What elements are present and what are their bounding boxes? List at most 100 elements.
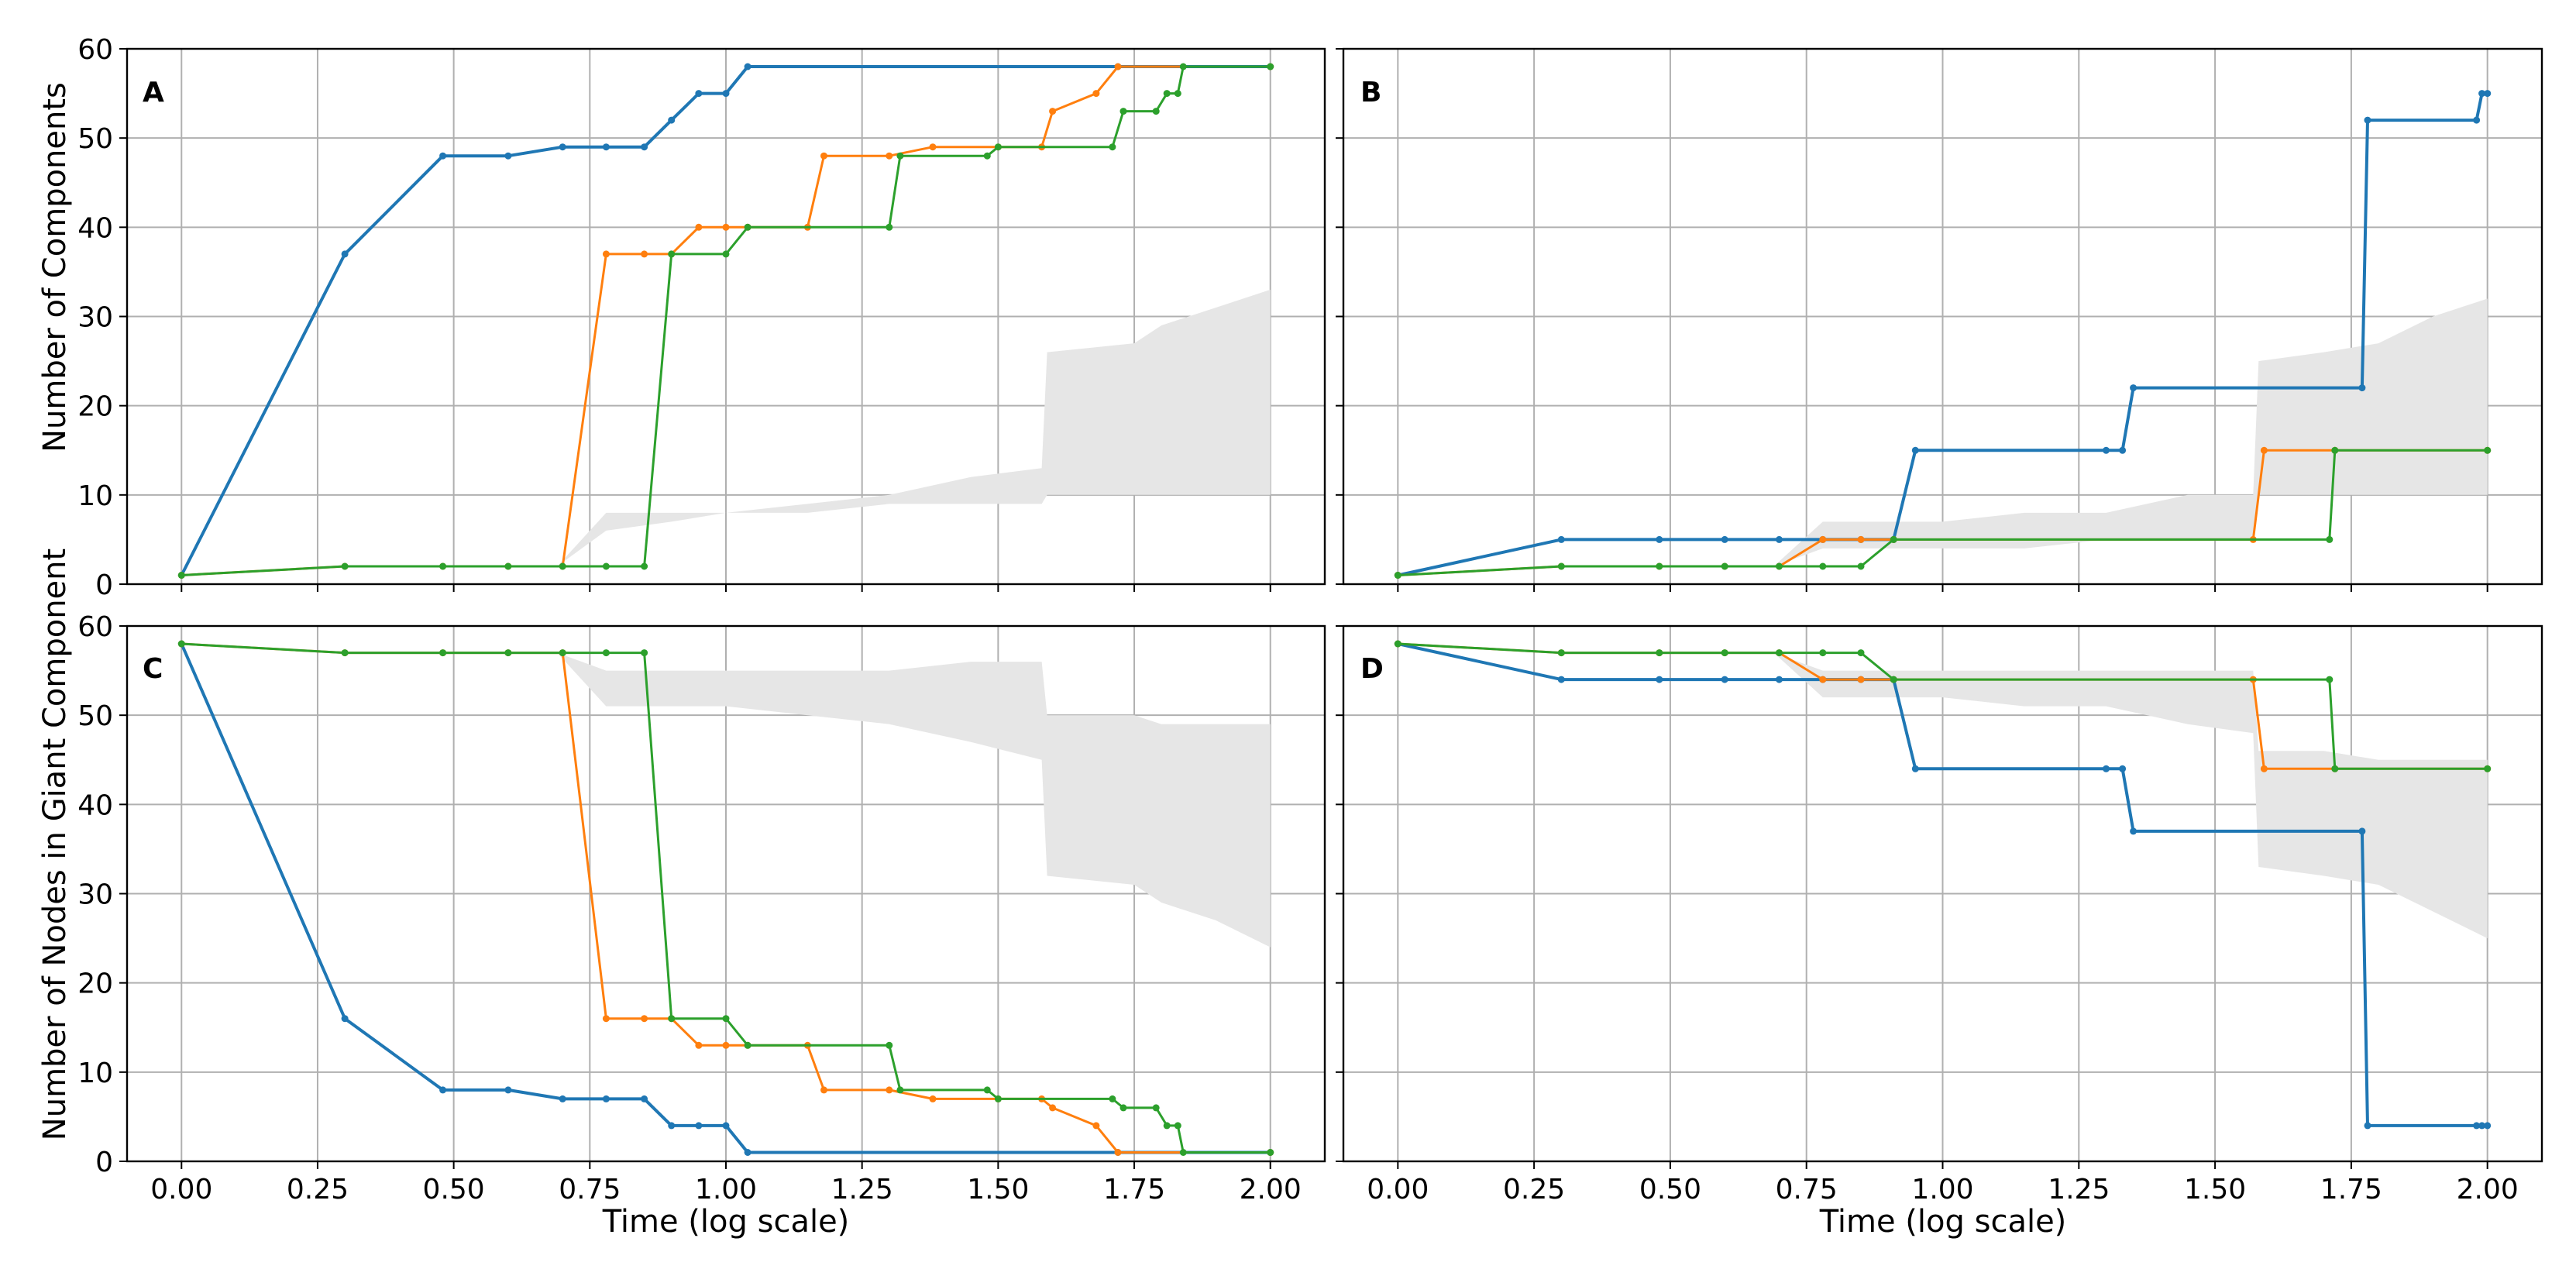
- panel-d-series-1-point: [2364, 1122, 2371, 1130]
- panel-a-series-3-point: [983, 152, 991, 160]
- panel-b-series-1-point: [1656, 535, 1663, 543]
- panel-b-series-1-point: [2484, 90, 2492, 98]
- panel-a-series-1-point: [641, 143, 648, 151]
- panel-a-series-1-point: [668, 116, 676, 124]
- panel-b-series-3-point: [1857, 562, 1865, 570]
- panel-c-xtick-label: 1.75: [1103, 1174, 1165, 1205]
- panel-a-series-3-point: [1109, 143, 1116, 151]
- panel-b-series-1-point: [2130, 384, 2137, 392]
- panel-c-series-2-point: [602, 1015, 610, 1023]
- panel-a-series-3-point: [1179, 63, 1187, 71]
- panel-d-series-1-point: [1911, 765, 1919, 772]
- panel-a-series-3-point: [886, 223, 893, 231]
- panel-d-label: D: [1360, 653, 1384, 685]
- panel-d-series-3-point: [1857, 649, 1865, 657]
- panel-c-series-2-point: [1049, 1104, 1057, 1112]
- panel-b: B: [1336, 47, 2543, 592]
- panel-a-series-3-point: [504, 562, 512, 570]
- panel-d-series-2-point: [1819, 676, 1827, 683]
- panel-a-series-2-point: [1049, 108, 1057, 115]
- panel-a-series-3-point: [722, 250, 730, 258]
- panel-a-series-2-point: [722, 223, 730, 231]
- panel-a-ylabel: Number of Components: [37, 82, 73, 452]
- panel-d-series-1-point: [1557, 676, 1565, 683]
- panel-c-xtick-label: 0.00: [150, 1174, 212, 1205]
- panel-a-series-2-point: [929, 143, 937, 151]
- panel-c-series-2-point: [820, 1086, 827, 1094]
- panel-d-xlabel: Time (log scale): [1819, 1204, 2067, 1240]
- panel-c-ytick-label: 60: [77, 611, 113, 643]
- panel-c-series-3-point: [1163, 1122, 1171, 1130]
- panel-b-series-1-point: [2103, 446, 2110, 454]
- panel-c-series-3-point: [439, 649, 447, 657]
- panel-b-series-3-point: [2331, 446, 2339, 454]
- panel-c-label: C: [143, 653, 163, 685]
- panel-c-series-3-point: [896, 1086, 904, 1094]
- panel-a-series-1-point: [559, 143, 566, 151]
- panel-b-series-3-point: [1721, 562, 1728, 570]
- panel-b-confidence-band: [1773, 298, 2488, 566]
- panel-d-series-3-point: [1656, 649, 1663, 657]
- panel-d-series-1-point: [2119, 765, 2127, 772]
- panel-d-series-2-point: [2260, 765, 2268, 772]
- panel-c-series-3-point: [722, 1015, 730, 1023]
- panel-c-xtick-label: 1.50: [967, 1174, 1029, 1205]
- panel-c-series-1-point: [695, 1122, 703, 1130]
- panel-c-series-1-point: [504, 1086, 512, 1094]
- panel-b-series-1-point: [2358, 384, 2366, 392]
- panel-d-series-1-point: [2484, 1122, 2492, 1130]
- panel-c-series-3-point: [886, 1041, 893, 1049]
- panel-b-series-3-point: [1656, 562, 1663, 570]
- panel-c-series-3-point: [744, 1041, 751, 1049]
- panel-a-series-3-point: [341, 562, 349, 570]
- panel-c-series-3-point: [177, 640, 185, 648]
- panel-a-series-2-point: [602, 250, 610, 258]
- panel-a-series-3-point: [559, 562, 566, 570]
- panel-d: 2.00 1.75 1.50 1.25 1.00 0.75 0.50 0.25 0.00 Time…: [1336, 624, 2543, 1240]
- panel-c-xtick-label: 1.25: [831, 1174, 893, 1205]
- panel-d-series-3-point: [2331, 765, 2339, 772]
- panel-c-xtick-label: 1.00: [695, 1174, 757, 1205]
- panel-c-series-3-point: [668, 1015, 676, 1023]
- panel-d-series-1-point: [2358, 827, 2366, 835]
- panel-a-series-1-point: [744, 63, 751, 71]
- panel-c-ytick-label: 50: [77, 700, 113, 732]
- panel-a-series-3-point: [1119, 108, 1127, 115]
- panel-a-label: A: [143, 77, 164, 108]
- panel-c-series-3-point: [994, 1095, 1002, 1102]
- panel-a-series-2-point: [1114, 63, 1122, 71]
- panel-a-series-1-point: [722, 90, 730, 98]
- panel-c-series-3-point: [559, 649, 566, 657]
- panel-d-series-3-point: [1890, 676, 1897, 683]
- panel-c-ytick-label: 30: [77, 879, 113, 911]
- panel-c-xtick-label: 2.00: [1240, 1174, 1302, 1205]
- panel-c-xtick-label: 0.50: [423, 1174, 485, 1205]
- panel-d-series-3-point: [2326, 676, 2334, 683]
- panel-d-series-1-point: [2473, 1122, 2481, 1130]
- panel-b-series-2-point: [1857, 535, 1865, 543]
- panel-b-series-1-point: [1911, 446, 1919, 454]
- panel-b-series-3-point: [1819, 562, 1827, 570]
- panel-c-series-3-point: [1119, 1104, 1127, 1112]
- panel-b-series-1-point: [2364, 116, 2371, 124]
- panel-a-series-1-point: [504, 152, 512, 160]
- panel-c-series-1-point: [559, 1095, 566, 1102]
- panel-c-series-1-point: [341, 1015, 349, 1023]
- panel-a: 60 50 40 30 20 10 0 Number of Components A: [37, 34, 1326, 601]
- panel-c-series-1-point: [722, 1122, 730, 1130]
- panel-c-series-3-point: [1179, 1149, 1187, 1156]
- panel-a-ytick-label: 40: [77, 212, 113, 244]
- panel-c-series-3-point: [983, 1086, 991, 1094]
- panel-b-series-1-point: [2478, 90, 2486, 98]
- panel-a-series-3-point: [1267, 63, 1274, 71]
- panel-b-series-3-point: [1776, 562, 1783, 570]
- panel-c-series-3-point: [602, 649, 610, 657]
- panel-b-series-2-point: [2260, 446, 2268, 454]
- panel-c-xtick-label: 0.75: [559, 1174, 621, 1205]
- panel-a-series-2-point: [820, 152, 827, 160]
- panel-c-series-2-point: [722, 1041, 730, 1049]
- panel-c-series-1-point: [439, 1086, 447, 1094]
- panel-a-ytick-label: 0: [95, 569, 113, 601]
- panel-a-series-2-point: [886, 152, 893, 160]
- panel-d-series-3-point: [1819, 649, 1827, 657]
